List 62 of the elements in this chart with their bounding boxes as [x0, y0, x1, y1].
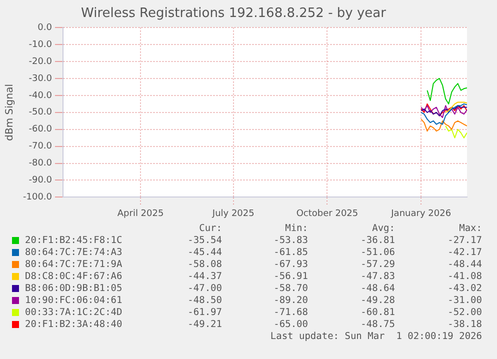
x-tick-label: October 2025: [296, 208, 358, 219]
text: -53.83: [274, 235, 308, 246]
legend-label: B8:06:0D:9B:B1:05: [25, 283, 122, 294]
text: -65.00: [274, 319, 308, 330]
y-tick-label: -100.0: [22, 192, 52, 203]
text: -57.29: [360, 259, 395, 270]
y-tick-label: -10.0: [28, 40, 52, 50]
legend-label: 20:F1:B2:3A:48:40: [25, 319, 122, 330]
text: -44.37: [188, 271, 222, 282]
legend-label: 10:90:FC:06:04:61: [25, 295, 122, 306]
text: -47.83: [360, 271, 395, 282]
y-tick-label: -80.0: [28, 158, 52, 169]
chart-title: Wireless Registrations 192.168.8.252 - by year: [81, 6, 387, 22]
text: -48.44: [448, 259, 482, 270]
y-tick-label: -30.0: [28, 74, 52, 84]
legend-label: 20:F1:B2:45:F8:1C: [25, 235, 122, 246]
text: -58.70: [274, 283, 308, 294]
y-tick-label: 0.0: [38, 22, 52, 33]
text: -27.17: [448, 235, 482, 246]
text: -49.21: [188, 319, 222, 330]
text: -48.64: [360, 283, 395, 294]
x-tick-label: July 2025: [211, 208, 254, 219]
text: -43.02: [448, 283, 482, 294]
text: -38.18: [448, 319, 482, 330]
text: -60.81: [360, 307, 395, 318]
text: -67.93: [274, 259, 308, 270]
y-tick-label: -70.0: [28, 142, 52, 152]
legend-label: D8:C8:0C:4F:67:A6: [25, 271, 122, 282]
text: -61.97: [188, 307, 222, 318]
text: -89.20: [274, 295, 308, 306]
text: -45.44: [188, 247, 222, 258]
text: -42.17: [448, 247, 482, 258]
y-tick-label: -60.0: [28, 124, 52, 135]
text: -47.00: [188, 283, 222, 294]
legend-label: 80:64:7C:7E:71:9A: [25, 259, 122, 270]
text: -52.00: [448, 307, 482, 318]
y-tick-label: -50.0: [28, 108, 52, 118]
legend-label: 00:33:7A:1C:2C:4D: [25, 307, 122, 318]
legend-label: 80:64:7C:7E:74:A3: [25, 247, 122, 258]
text: -58.08: [188, 259, 222, 270]
text: Cur:: [199, 223, 222, 234]
text: -71.68: [274, 307, 308, 318]
text: -61.85: [274, 247, 308, 258]
text: -41.08: [448, 271, 482, 282]
x-tick-label: January 2026: [390, 208, 452, 219]
y-tick-label: -40.0: [28, 90, 52, 101]
text: -36.81: [360, 235, 395, 246]
text: Max:: [459, 223, 482, 234]
text: -31.00: [448, 295, 482, 306]
text: -56.91: [274, 271, 308, 282]
y-tick-label: -20.0: [28, 56, 52, 67]
text: -48.50: [188, 295, 222, 306]
text: -51.06: [360, 247, 395, 258]
y-tick-label: -90.0: [28, 176, 52, 186]
text: -48.75: [360, 319, 395, 330]
text: -35.54: [188, 235, 222, 246]
x-tick-label: April 2025: [117, 208, 164, 219]
text: Avg:: [372, 223, 395, 234]
text: Last update: Sun Mar 1 02:00:19 2026: [270, 331, 482, 342]
text: -49.28: [360, 295, 395, 306]
text: Min:: [285, 223, 308, 234]
y-axis-title: dBm Signal: [4, 84, 16, 141]
